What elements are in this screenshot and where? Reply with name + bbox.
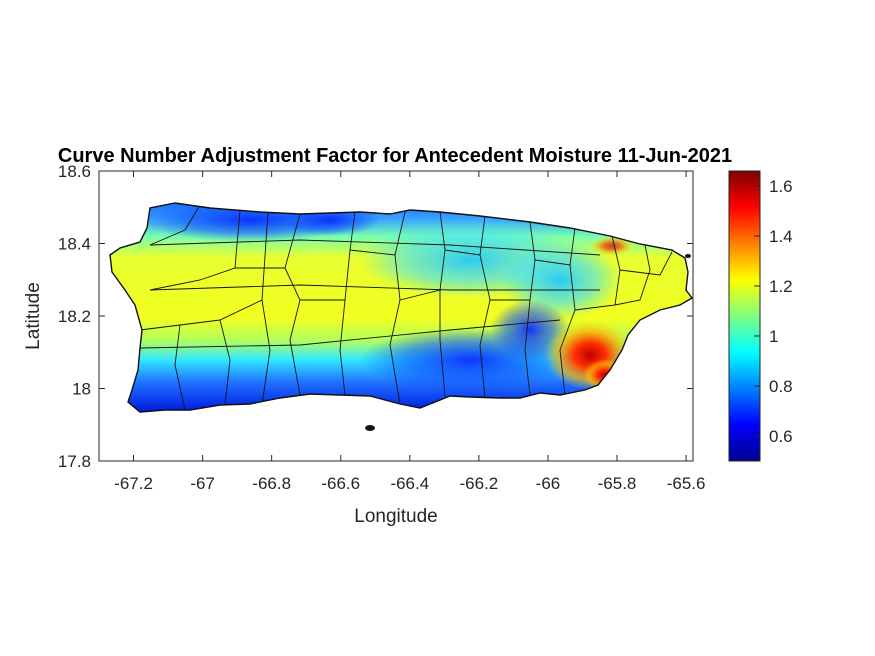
colorbar-ticks: 0.6 0.8 1 1.2 1.4 1.6 xyxy=(754,177,793,446)
colorbar-tick-label: 0.6 xyxy=(769,427,793,446)
colorbar-tick-label: 1 xyxy=(769,327,778,346)
colorbar-tick-label: 1.4 xyxy=(769,227,793,246)
colorbar-tick-label: 1.2 xyxy=(769,277,793,296)
y-axis-label: Latitude xyxy=(23,282,44,350)
x-tick-label: -66.2 xyxy=(460,474,499,493)
x-tick-label: -66.4 xyxy=(390,474,429,493)
x-tick-label: -65.6 xyxy=(667,474,706,493)
y-tick-label: 18.4 xyxy=(58,235,91,254)
colorbar xyxy=(728,170,761,462)
y-tick-label: 17.8 xyxy=(58,452,91,471)
colorbar-tick-label: 0.8 xyxy=(769,377,793,396)
x-tick-label: -66.8 xyxy=(252,474,291,493)
y-axis-ticks: 17.8 18 18.2 18.4 18.6 xyxy=(58,162,693,471)
chart-title: Curve Number Adjustment Factor for Antec… xyxy=(58,145,732,167)
x-tick-label: -65.8 xyxy=(598,474,637,493)
y-tick-label: 18.6 xyxy=(58,162,91,181)
northeast-hotspot xyxy=(590,236,634,256)
y-tick-label: 18 xyxy=(72,380,91,399)
island-outline xyxy=(109,202,694,413)
x-axis-ticks: -67.2 -67 -66.8 -66.6 -66.4 -66.2 -66 -65.8 -65.… xyxy=(114,171,705,493)
x-tick-label: -67.2 xyxy=(114,474,153,493)
x-tick-label: -67 xyxy=(190,474,215,493)
x-tick-label: -66 xyxy=(536,474,561,493)
x-tick-label: -66.6 xyxy=(321,474,360,493)
colorbar-tick-label: 1.6 xyxy=(769,177,793,196)
offshore-island xyxy=(365,425,375,431)
y-tick-label: 18.2 xyxy=(58,307,91,326)
x-axis-label: Longitude xyxy=(354,506,437,527)
municipality-boundaries xyxy=(139,204,673,411)
offshore-island-2 xyxy=(685,254,691,258)
